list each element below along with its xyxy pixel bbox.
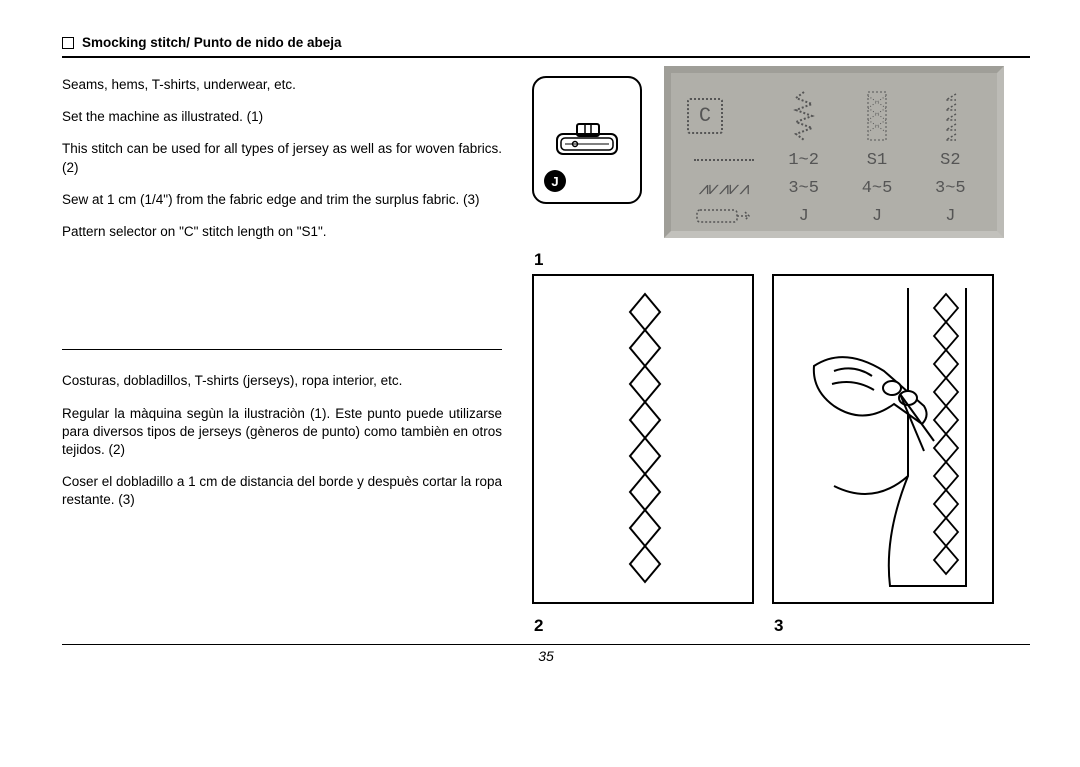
foot-letter: J [551, 174, 558, 189]
lcd-stitch-icon-1 [769, 87, 838, 145]
lcd-stitch-icon-2 [842, 87, 911, 145]
trim-fabric-icon [774, 276, 994, 604]
figure-2-box [532, 274, 754, 604]
figures-2-3: 2 [532, 274, 1030, 640]
lcd-width-3: S2 [916, 147, 985, 173]
para-es-3: Coser el dobladillo a 1 cm de distancia … [62, 473, 502, 509]
para-es-1: Costuras, dobladillos, T-shirts (jerseys… [62, 372, 502, 390]
lcd-length-icon: ⩘⩗⩘⩗⩘ [683, 175, 765, 201]
text-column: Seams, hems, T-shirts, underwear, etc. S… [62, 76, 502, 640]
para-en-2: Set the machine as illustrated. (1) [62, 108, 502, 126]
figure-1-label: 1 [534, 250, 1030, 270]
figure-column: J C [532, 76, 1030, 640]
lcd-len-2: 4~5 [842, 175, 911, 201]
lcd-foot-3: J [916, 203, 985, 229]
footer-rule [62, 644, 1030, 645]
lcd-foot-icon [683, 203, 765, 229]
presser-foot-icon [551, 116, 623, 164]
para-en-3: This stitch can be used for all types of… [62, 140, 502, 176]
lcd-width-icon [683, 147, 765, 173]
figure-2-wrap: 2 [532, 274, 754, 640]
para-en-5: Pattern selector on "C" stitch length on… [62, 223, 502, 241]
title-text: Smocking stitch/ Punto de nido de abeja [82, 35, 342, 50]
lcd-width-1: 1~2 [769, 147, 838, 173]
figure-3-box [772, 274, 994, 604]
para-es-2: Regular la màquina segùn la ilustracio… [62, 405, 502, 460]
figure-3-label: 3 [774, 616, 994, 636]
para-en-1: Seams, hems, T-shirts, underwear, etc. [62, 76, 502, 94]
lcd-len-1: 3~5 [769, 175, 838, 201]
lcd-foot-1: J [769, 203, 838, 229]
figure-2-label: 2 [534, 616, 754, 636]
content-columns: Seams, hems, T-shirts, underwear, etc. S… [62, 76, 1030, 640]
lcd-pattern-letter: C [699, 105, 711, 128]
language-divider [62, 349, 502, 350]
checkbox-icon [62, 37, 74, 49]
title-rule [62, 56, 1030, 58]
section-title: Smocking stitch/ Punto de nido de abeja [62, 35, 1030, 50]
figure-1-group: J C [532, 76, 1030, 238]
para-en-4: Sew at 1 cm (1/4") from the fabric edge … [62, 191, 502, 209]
lcd-display: C [664, 66, 1004, 238]
presser-foot-diagram: J [532, 76, 642, 204]
lcd-grid: C [683, 87, 985, 223]
foot-letter-badge: J [544, 170, 566, 192]
lcd-pattern-box: C [683, 87, 765, 145]
page-number: 35 [62, 648, 1030, 664]
smocking-stitch-pattern-icon [534, 276, 754, 604]
lcd-foot-2: J [842, 203, 911, 229]
lcd-stitch-icon-3 [916, 87, 985, 145]
lcd-width-2: S1 [842, 147, 911, 173]
figure-3-wrap: 3 [772, 274, 994, 640]
lcd-len-3: 3~5 [916, 175, 985, 201]
